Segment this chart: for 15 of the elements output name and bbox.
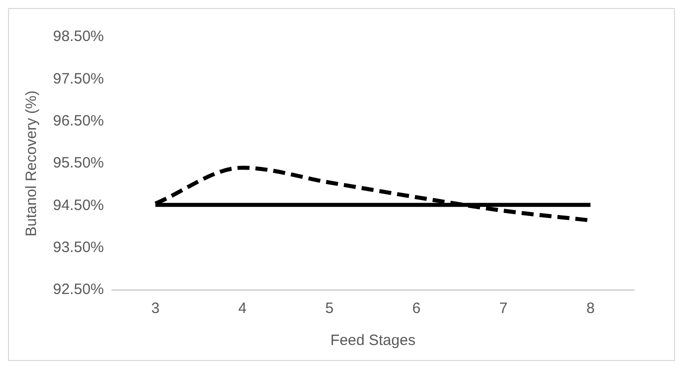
y-tick-label: 94.50% [53, 196, 104, 214]
x-tick-label: 7 [499, 300, 508, 318]
x-tick-label: 6 [412, 300, 421, 318]
y-tick-label: 98.50% [53, 28, 104, 46]
y-tick-label: 95.50% [53, 154, 104, 172]
y-tick-label: 93.50% [53, 238, 104, 256]
y-tick-label: 97.50% [53, 70, 104, 88]
x-axis-title: Feed Stages [330, 332, 416, 350]
y-tick-label: 92.50% [53, 281, 104, 298]
x-tick-label: 3 [151, 300, 160, 318]
y-tick-label: 96.50% [53, 112, 104, 130]
y-axis-title: Butanol Recovery (%) [23, 90, 40, 236]
x-tick-label: 4 [238, 300, 247, 318]
x-tick-label: 5 [325, 300, 334, 318]
x-tick-label: 8 [586, 300, 595, 318]
